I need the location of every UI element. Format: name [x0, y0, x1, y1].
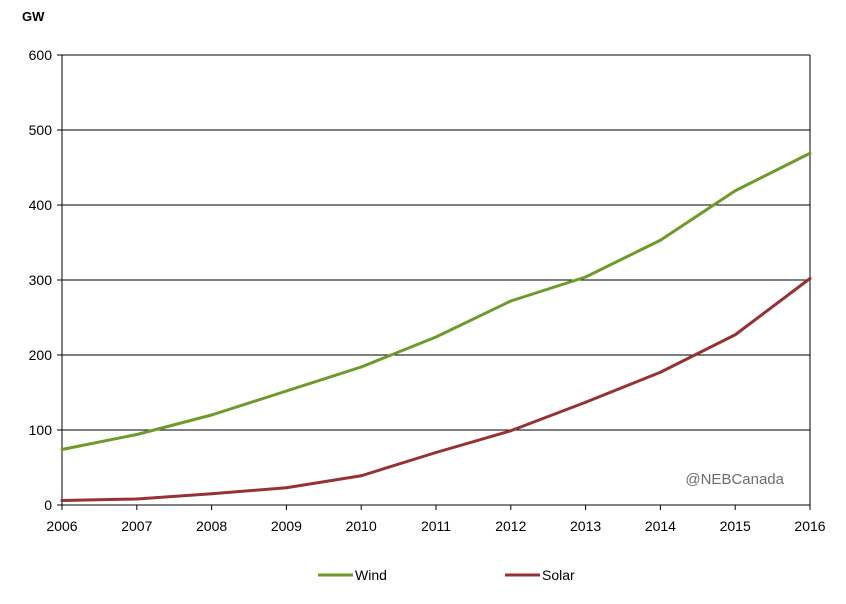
y-tick-label: 0 [44, 497, 52, 513]
data-point-solar [135, 497, 139, 501]
x-tick-label: 2013 [570, 518, 601, 534]
data-point-wind [284, 389, 288, 393]
y-tick-label: 500 [29, 122, 53, 138]
axes [57, 54, 811, 510]
legend: Wind Solar [318, 567, 575, 583]
series-line-wind [60, 151, 812, 451]
y-unit-label: GW [22, 9, 45, 24]
x-tick-labels: 2006 2007 2008 2009 2010 2011 2012 2013 2014 2015… [46, 518, 825, 534]
y-tick-label: 400 [29, 197, 53, 213]
data-point-wind [584, 275, 588, 279]
x-tick-label: 2006 [46, 518, 77, 534]
series-lines [60, 151, 812, 502]
x-tick-label: 2009 [271, 518, 302, 534]
data-point-solar [359, 474, 363, 478]
y-tick-label: 600 [29, 47, 53, 63]
x-tick-label: 2015 [720, 518, 751, 534]
x-tick-label: 2014 [645, 518, 676, 534]
data-point-solar [509, 429, 513, 433]
x-tick-label: 2012 [495, 518, 526, 534]
y-tick-label: 200 [29, 347, 53, 363]
y-tick-label: 300 [29, 272, 53, 288]
x-tick-label: 2016 [794, 518, 825, 534]
data-point-wind [733, 189, 737, 193]
gridlines [62, 54, 810, 431]
data-point-solar [210, 492, 214, 496]
data-point-wind [135, 433, 139, 436]
data-point-wind [210, 413, 214, 417]
series-line-solar [60, 277, 812, 502]
x-tick-label: 2007 [121, 518, 152, 534]
legend-label-solar: Solar [542, 567, 575, 583]
data-point-wind [658, 238, 662, 242]
y-tick-label: 100 [29, 422, 53, 438]
data-point-wind [60, 448, 64, 451]
data-point-solar [808, 277, 812, 280]
x-tick-label: 2010 [346, 518, 377, 534]
x-tick-label: 2011 [421, 518, 451, 534]
data-point-solar [284, 486, 288, 490]
x-tick-label: 2008 [196, 518, 227, 534]
data-point-wind [509, 299, 513, 303]
data-point-wind [808, 151, 812, 155]
legend-label-wind: Wind [355, 567, 387, 583]
data-point-solar [658, 370, 662, 374]
data-point-solar [434, 451, 438, 454]
watermark: @NEBCanada [685, 471, 784, 488]
data-point-solar [733, 333, 737, 337]
data-point-wind [434, 335, 438, 339]
data-point-wind [359, 365, 363, 369]
data-point-solar [60, 499, 64, 502]
y-tick-labels: 0 100 200 300 400 500 600 [29, 47, 53, 513]
data-point-solar [584, 400, 588, 404]
